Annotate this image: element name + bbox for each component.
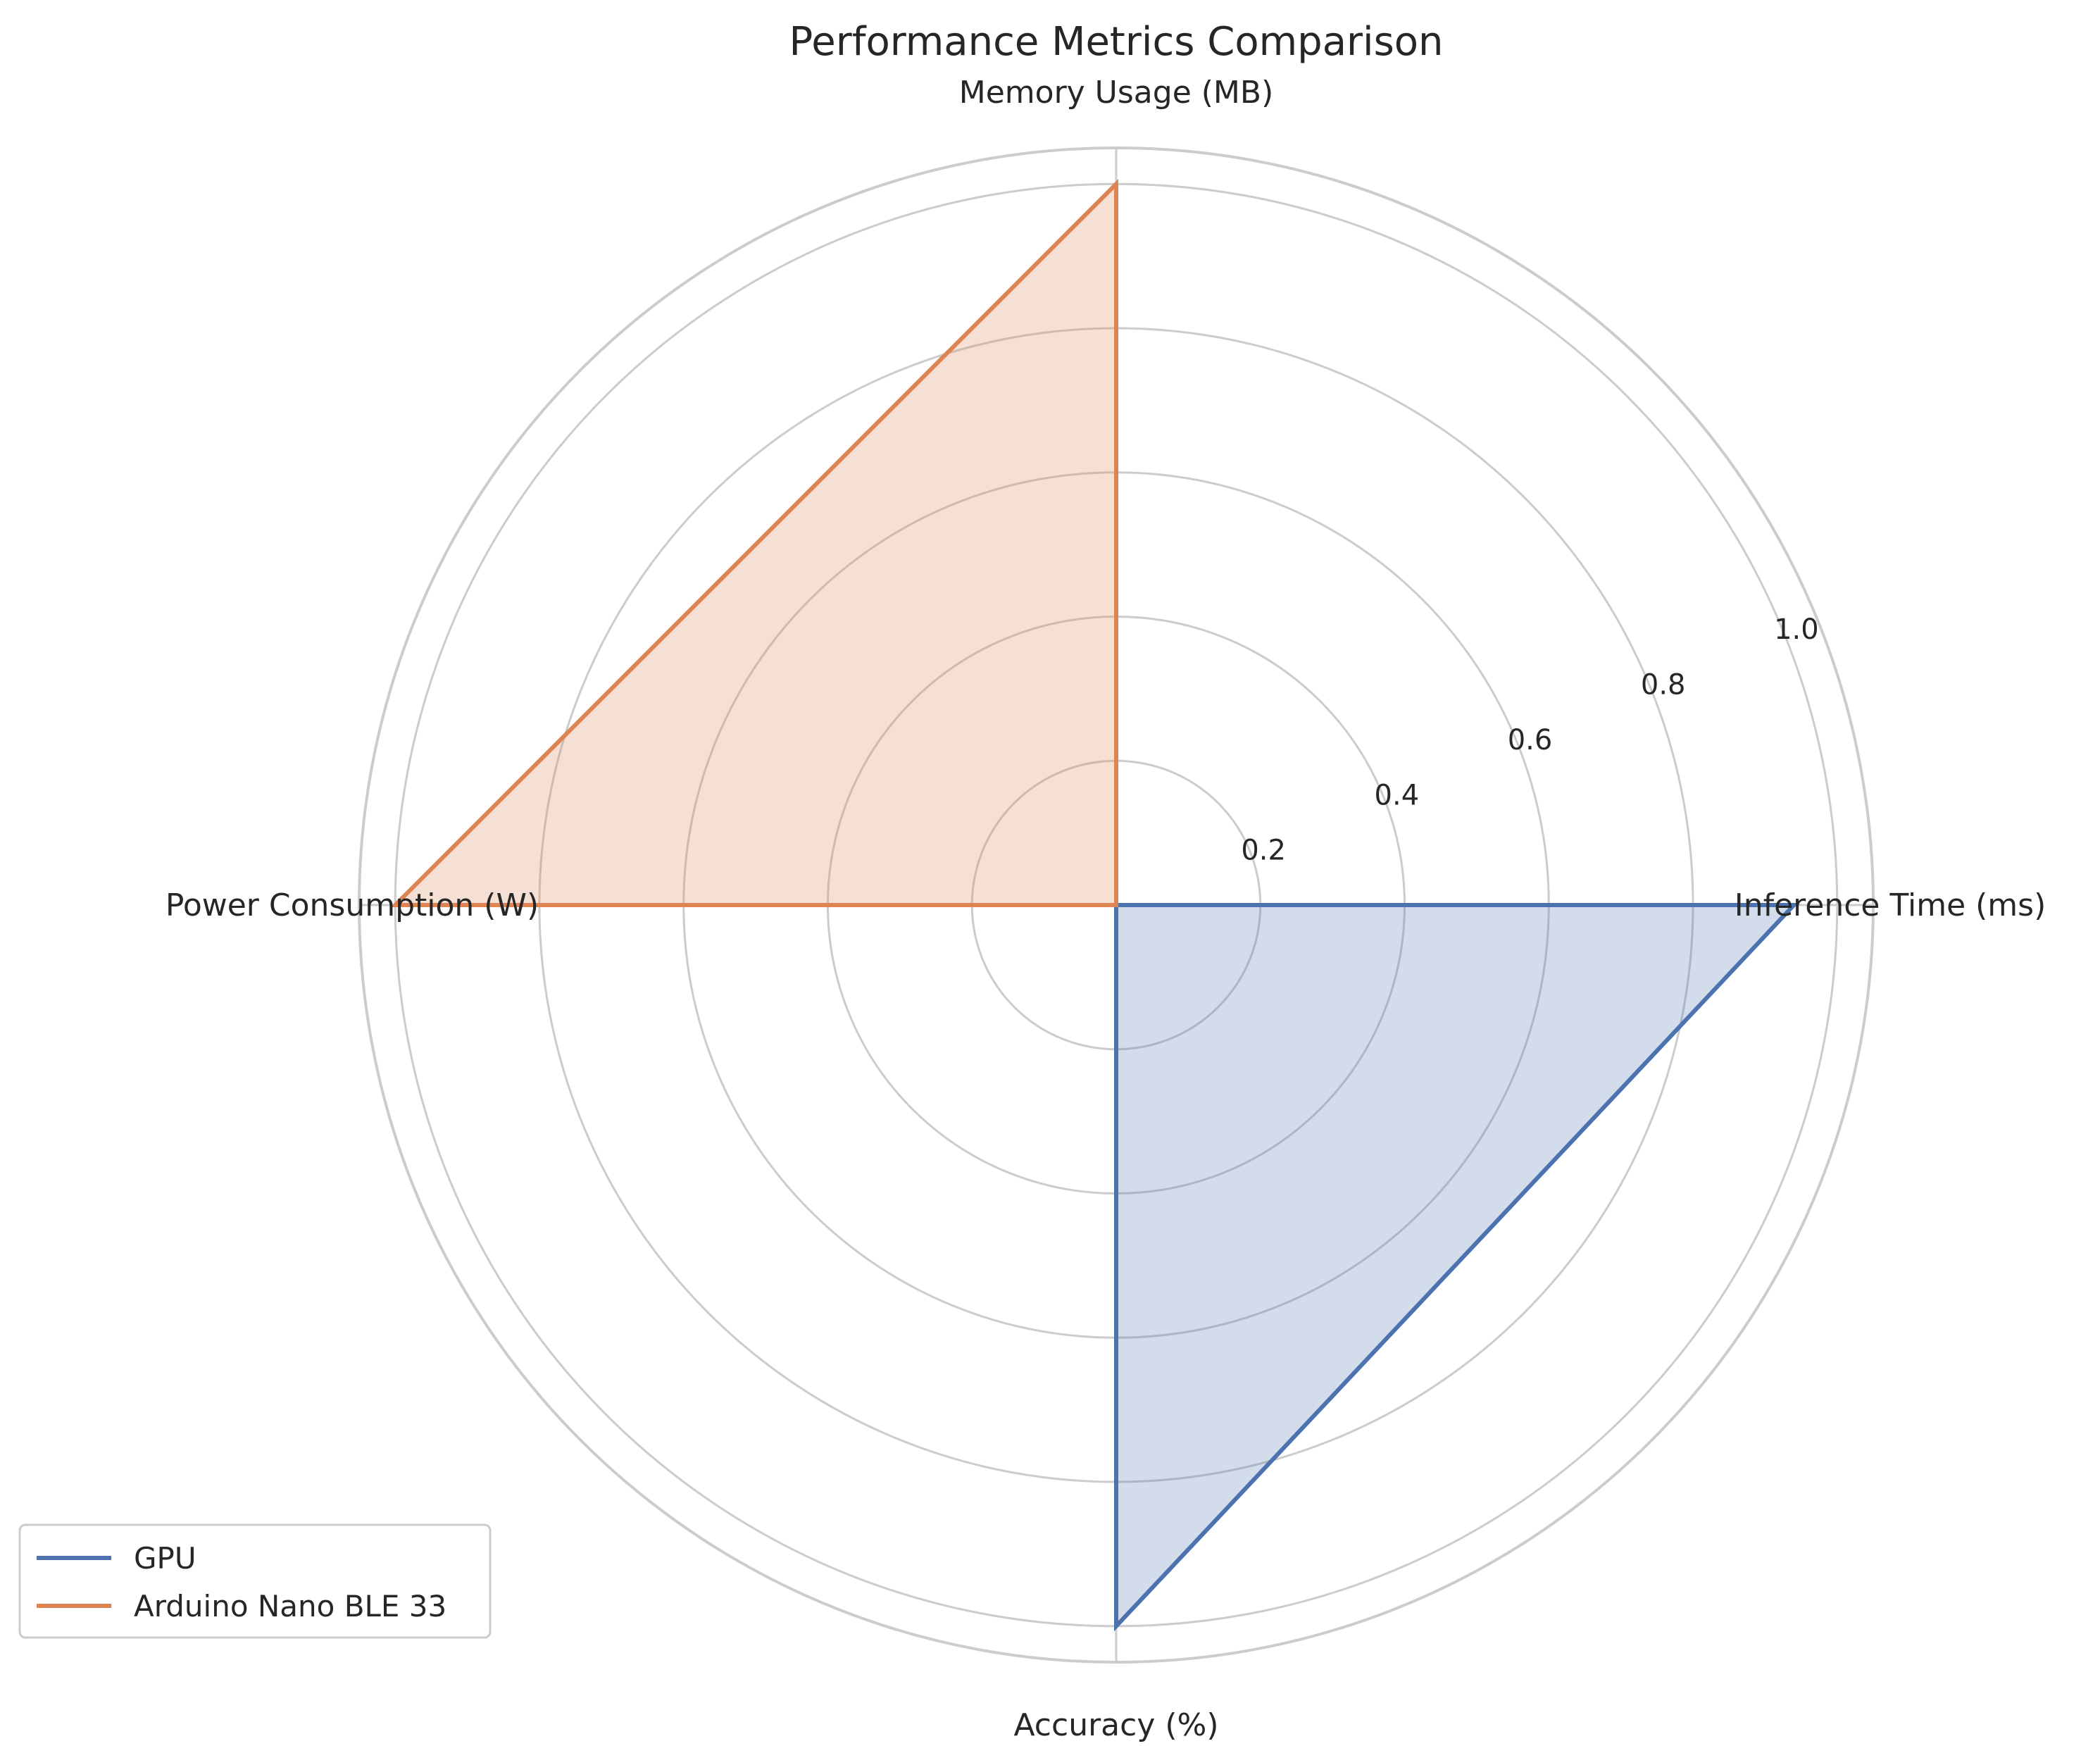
series-line-1	[389, 178, 1118, 907]
tick-label-0.8: 0.8	[1641, 669, 1686, 701]
legend: GPU Arduino Nano BLE 33	[18, 1523, 492, 1639]
tick-label-0.2: 0.2	[1241, 835, 1286, 867]
series-layer	[389, 178, 1799, 1632]
axis-label-1: Memory Usage (MB)	[959, 75, 1274, 111]
radial-tick-labels: 0.2 0.4 0.6 0.8 1.0	[1241, 613, 1818, 866]
axis-label-3: Accuracy (%)	[1013, 1707, 1218, 1743]
axis-labels: Inference Time (ms) Memory Usage (MB) Powe…	[165, 75, 2046, 1743]
legend-label-0: GPU	[134, 1541, 196, 1576]
legend-box	[18, 1523, 492, 1639]
axis-label-0: Inference Time (ms)	[1735, 887, 2046, 923]
tick-label-1.0: 1.0	[1774, 613, 1819, 646]
legend-label-1: Arduino Nano BLE 33	[134, 1589, 446, 1623]
series-line-0	[1114, 903, 1799, 1632]
axis-label-2: Power Consumption (W)	[165, 887, 539, 923]
tick-label-0.6: 0.6	[1508, 724, 1553, 756]
chart-title: Performance Metrics Comparison	[789, 19, 1443, 65]
tick-label-0.4: 0.4	[1375, 779, 1420, 811]
